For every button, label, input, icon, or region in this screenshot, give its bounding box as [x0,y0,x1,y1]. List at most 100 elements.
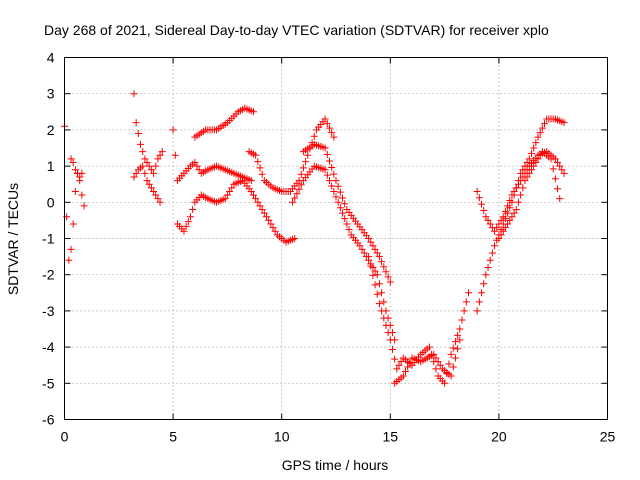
data-point [386,336,394,344]
data-point [330,187,338,195]
data-point [69,220,77,228]
data-point [323,151,331,159]
data-point [447,372,455,380]
data-point [506,216,514,224]
data-point [475,298,483,306]
data-point [321,166,329,174]
data-point [536,151,544,159]
data-point [473,187,481,195]
data-point [482,213,490,221]
series-segment-2a [130,90,166,177]
plot-frame [64,57,608,420]
x-axis-label: GPS time / hours [282,457,389,473]
data-point [445,360,453,368]
data-point [475,194,483,202]
data-point [334,182,342,190]
data-point [549,165,557,173]
y-tick-label: -6 [42,412,55,428]
data-point [141,169,149,177]
data-point [258,206,266,214]
data-point [495,235,503,242]
data-point [223,191,231,199]
data-point [558,166,566,174]
data-point [130,90,138,98]
data-point [395,361,403,369]
data-point [432,365,440,373]
data-point [67,155,75,163]
data-point [182,222,190,230]
data-point [228,184,236,192]
series-segment-3c [191,104,257,141]
data-point [145,162,153,170]
data-point [356,242,364,250]
data-point [191,158,199,166]
data-point [293,190,301,198]
data-point [78,191,86,199]
data-point [491,227,499,235]
data-point [330,170,338,178]
data-point [554,158,562,166]
data-point [532,158,540,166]
data-point [560,119,568,127]
series-segment-1b [67,155,86,181]
data-point [484,216,492,224]
data-point [254,198,262,206]
data-point [406,358,414,366]
data-point [252,151,260,159]
data-point [297,181,305,189]
data-point [525,155,533,163]
data-point [360,249,368,257]
data-point [256,164,264,172]
data-point [521,177,529,185]
data-point [436,361,444,369]
chart-title: Day 268 of 2021, Sidereal Day-to-day VTE… [44,22,549,38]
data-point [332,177,340,185]
data-point [486,220,494,228]
data-point [530,162,538,170]
data-point [456,336,464,344]
data-point [254,158,262,166]
x-tick-label: 0 [61,429,69,445]
data-point [258,170,266,178]
data-point [499,213,507,221]
data-point [371,267,379,275]
y-tick-label: -3 [42,303,55,319]
data-point [147,166,155,174]
data-point [527,166,535,174]
data-point [141,155,149,163]
data-point [323,120,331,128]
data-point [65,256,73,264]
data-point [462,298,470,306]
data-point [493,224,501,232]
data-point [226,187,234,195]
data-point [478,200,486,208]
data-point [402,368,410,376]
data-point [310,132,318,140]
data-point [265,216,273,224]
data-point [262,213,270,221]
data-point [510,209,518,217]
data-point [158,148,166,156]
data-point [551,175,559,183]
y-tick-label: -2 [42,267,55,283]
data-point [252,195,260,203]
data-point [358,245,366,253]
data-point [501,224,509,232]
data-point [382,321,390,329]
data-point [506,196,514,204]
data-point [247,177,255,185]
data-point [447,350,455,358]
data-point [260,209,268,217]
tick-labels: 0 5 10 15 20 25 -6 -5 -4 -3 -2 -1 0 1 2 3 4 [42,50,615,445]
data-point [556,195,564,203]
data-point [512,184,520,192]
data-point [478,289,486,297]
series-segment-6c [495,148,564,242]
data-point [386,278,394,286]
data-point [156,198,164,206]
data-point [486,256,494,264]
data-point [71,166,79,174]
data-point [152,162,160,170]
x-tick-label: 15 [383,429,399,445]
